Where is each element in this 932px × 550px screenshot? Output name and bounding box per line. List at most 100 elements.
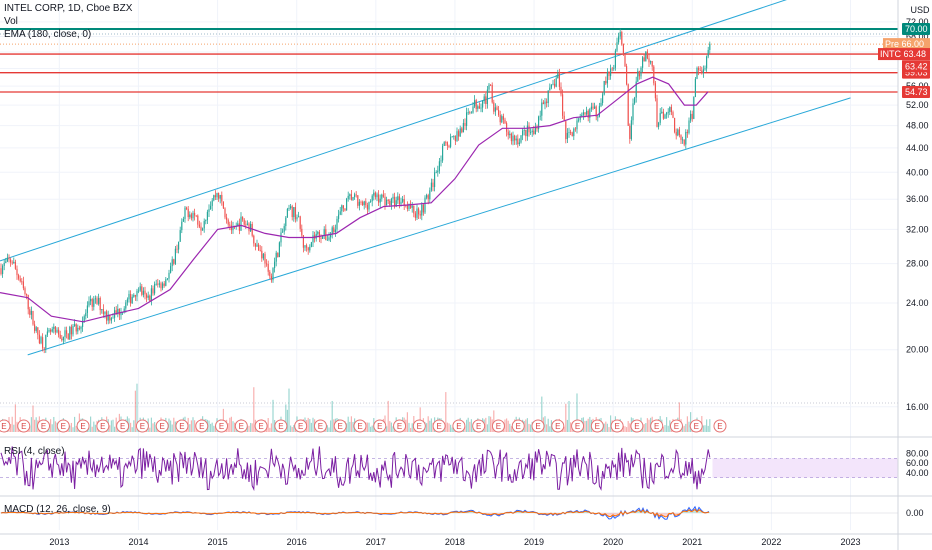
price-axis[interactable]: USD 16.00 20.00 24.00 28.00 32.00 36.00 40.00 44… [906, 5, 930, 518]
earnings-marker: E [76, 419, 90, 433]
earnings-circle [511, 419, 525, 433]
price-tick-label: 52.00 [906, 100, 929, 110]
candle-body [664, 114, 666, 119]
candle-body [237, 223, 239, 226]
candle-body [515, 138, 517, 141]
volume-bar [10, 424, 12, 432]
volume-bar [272, 399, 274, 432]
candle-body [589, 109, 591, 118]
earnings-circle [234, 419, 248, 433]
candle-body [32, 310, 34, 325]
earnings-marker: E [116, 419, 130, 433]
volume-bar [266, 427, 268, 432]
earnings-marker: E [472, 419, 486, 433]
candle-body [285, 217, 287, 227]
candle-body [342, 205, 344, 209]
volume-bar [544, 416, 546, 432]
ema-legend[interactable]: EMA (180, close, 0) [4, 29, 92, 40]
earnings-marker: E [155, 419, 169, 433]
candle-body [123, 308, 125, 313]
candle-body [458, 131, 460, 137]
volume-bar [371, 425, 373, 432]
candle-body [520, 135, 522, 143]
candle-body [443, 142, 445, 146]
volume-bar [149, 427, 151, 432]
volume-bar [74, 416, 76, 432]
macd-histogram-bar [472, 511, 474, 513]
candle-body [538, 116, 540, 130]
macd-histogram-bar [488, 513, 490, 515]
volume-bar [54, 421, 56, 432]
intc-tag-bg [878, 48, 930, 61]
candle-body [502, 116, 504, 120]
macd-histogram-bar [496, 513, 498, 515]
time-axis[interactable]: 2013 2014 2015 2016 2017 2018 2019 2020 2021 2022… [49, 537, 860, 547]
candle-body [10, 259, 12, 263]
macd-histogram-bar [574, 512, 576, 513]
volume-bar [589, 416, 591, 432]
earnings-label: E [476, 422, 481, 431]
candle-body [498, 109, 500, 116]
macd-histogram-bar [470, 511, 472, 513]
volume-bar [109, 425, 111, 432]
volume-bar [509, 423, 511, 432]
candle-body [659, 113, 661, 123]
volume-bar [150, 417, 152, 432]
earnings-marker: E [373, 419, 387, 433]
volume-bar [406, 412, 408, 432]
earnings-circle [37, 419, 51, 433]
volume-bar [227, 423, 229, 432]
candle-body [680, 135, 682, 140]
candle-body [349, 194, 351, 196]
candle-body [168, 272, 170, 279]
macd-histogram-bar [380, 513, 382, 514]
candle-body [83, 316, 85, 321]
candle-body [250, 223, 252, 232]
candle-body [549, 87, 551, 91]
candle-body [309, 246, 311, 251]
candle-body [318, 231, 320, 238]
candle-body [507, 131, 509, 136]
candle-body [198, 224, 200, 227]
candle-body [597, 116, 599, 118]
volume-bar [426, 423, 428, 432]
candle-body [483, 96, 485, 101]
volume-bar [448, 423, 450, 432]
candle-body [501, 116, 503, 123]
candle-body [182, 218, 184, 222]
rsi-legend[interactable]: RSI (4, close) [4, 446, 65, 457]
candle-body [211, 200, 213, 206]
candle-body [416, 208, 418, 218]
price-tick-label: 48.00 [906, 121, 929, 131]
macd-legend[interactable]: MACD (12, 26, close, 9) [4, 504, 111, 515]
candle-body [328, 237, 330, 240]
candle-body [461, 128, 463, 133]
candle-body [307, 247, 309, 251]
earnings-circle [76, 419, 90, 433]
volume-bar [208, 420, 210, 432]
volume-bar [168, 418, 170, 432]
macd-histogram-bar [586, 512, 588, 513]
chart-title[interactable]: INTEL CORP, 1D, Cboe BZX [4, 3, 133, 14]
candle-body [85, 312, 87, 317]
volume-bar [29, 426, 31, 432]
earnings-circle [531, 419, 545, 433]
volume-bar [686, 416, 688, 432]
earnings-circle [669, 419, 683, 433]
macd-histogram-bar [666, 513, 668, 517]
volume-legend[interactable]: Vol [4, 16, 18, 27]
candle-body [706, 56, 708, 69]
candle-body [518, 142, 520, 145]
candle-body [470, 112, 472, 114]
macd-histogram-bar [266, 513, 268, 514]
candle-body [35, 327, 37, 331]
candle-body [189, 214, 191, 218]
candle-body [683, 139, 685, 145]
macd-histogram-bar [486, 513, 488, 515]
candle-body [704, 68, 706, 70]
candle-body [448, 145, 450, 147]
volume-bar [350, 416, 352, 432]
macd-histogram-bar [102, 513, 104, 514]
